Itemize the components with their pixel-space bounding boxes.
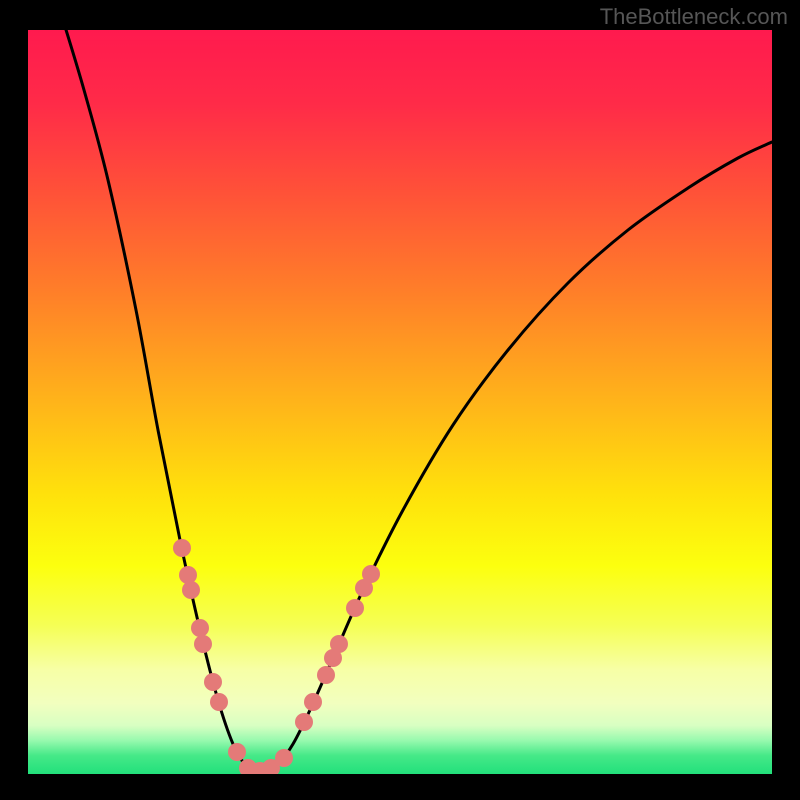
data-marker bbox=[275, 749, 293, 767]
data-marker bbox=[228, 743, 246, 761]
data-marker bbox=[295, 713, 313, 731]
data-marker bbox=[179, 566, 197, 584]
data-marker bbox=[304, 693, 322, 711]
data-marker bbox=[182, 581, 200, 599]
data-marker bbox=[191, 619, 209, 637]
data-marker bbox=[210, 693, 228, 711]
plot-area bbox=[28, 30, 772, 774]
data-marker bbox=[317, 666, 335, 684]
bottleneck-curve bbox=[63, 30, 772, 771]
data-marker bbox=[362, 565, 380, 583]
watermark-text: TheBottleneck.com bbox=[600, 4, 788, 30]
data-marker bbox=[194, 635, 212, 653]
marker-group bbox=[173, 539, 380, 774]
data-marker bbox=[173, 539, 191, 557]
data-marker bbox=[346, 599, 364, 617]
data-marker bbox=[204, 673, 222, 691]
chart-root: TheBottleneck.com bbox=[0, 0, 800, 800]
curve-layer bbox=[28, 30, 772, 774]
data-marker bbox=[330, 635, 348, 653]
